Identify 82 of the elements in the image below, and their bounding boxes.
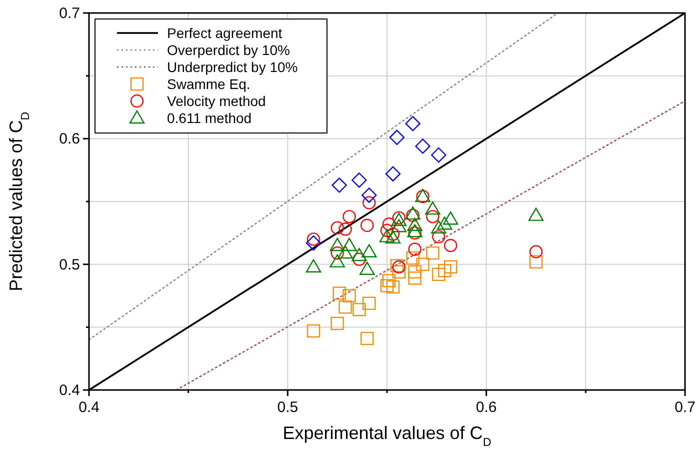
point — [362, 296, 376, 310]
point — [416, 258, 430, 271]
point — [426, 210, 440, 224]
point — [391, 219, 407, 232]
point — [306, 232, 320, 246]
point — [338, 222, 352, 236]
point — [360, 332, 374, 346]
point — [342, 289, 356, 302]
legend-label: Velocity method — [167, 93, 266, 109]
x-tick-label: 0.4 — [78, 399, 100, 416]
point — [392, 265, 406, 278]
point — [386, 280, 400, 294]
y-tick-label: 0.6 — [59, 130, 80, 148]
point — [342, 238, 357, 252]
point — [342, 210, 356, 224]
point — [330, 254, 345, 268]
point — [408, 265, 422, 278]
point — [379, 229, 395, 242]
point — [330, 238, 345, 252]
point — [382, 274, 396, 288]
point — [338, 245, 353, 259]
point — [332, 286, 346, 300]
point — [380, 279, 394, 292]
point — [362, 196, 376, 210]
point — [385, 230, 401, 244]
legend-label: 0.611 method — [167, 110, 252, 126]
point — [442, 211, 458, 225]
point — [426, 246, 440, 260]
y-tick-label: 0.5 — [59, 256, 80, 274]
point — [338, 300, 352, 314]
point — [360, 262, 375, 275]
point — [332, 178, 347, 193]
point — [438, 264, 452, 278]
y-tick-label: 0.4 — [59, 382, 80, 399]
legend-label: Overperdict by 10% — [167, 42, 290, 58]
point — [405, 116, 420, 132]
point — [330, 316, 344, 330]
point — [444, 260, 458, 274]
point — [360, 218, 374, 232]
point — [406, 208, 420, 222]
point — [352, 302, 366, 316]
point — [382, 218, 396, 231]
point — [352, 172, 367, 188]
point — [528, 208, 544, 221]
point — [432, 268, 446, 281]
point — [408, 226, 422, 240]
point — [362, 188, 377, 203]
point — [389, 130, 405, 146]
point — [407, 218, 422, 231]
point — [405, 206, 420, 220]
point — [406, 251, 420, 265]
legend-label: Swamme Eq. — [167, 76, 250, 92]
point — [385, 166, 401, 182]
point — [431, 220, 446, 234]
point — [352, 248, 367, 262]
x-tick-label: 0.6 — [476, 399, 497, 416]
point — [306, 259, 322, 272]
point — [386, 228, 400, 241]
x-axis-title: Experimental values of C$_{D}$ — [282, 423, 492, 448]
point — [437, 216, 452, 230]
legend-label: Underpredict by 10% — [167, 59, 298, 75]
point — [529, 245, 543, 258]
point — [431, 147, 446, 163]
point — [330, 221, 344, 234]
point — [306, 235, 322, 251]
point — [380, 224, 394, 238]
point — [529, 255, 543, 268]
point — [408, 242, 422, 256]
point — [432, 230, 446, 244]
point — [408, 272, 422, 285]
point — [362, 244, 377, 258]
point — [306, 324, 320, 338]
point — [330, 246, 344, 260]
point — [352, 252, 366, 266]
point — [444, 238, 458, 252]
legend-label: Perfect agreement — [167, 25, 282, 41]
x-tick-label: 0.7 — [674, 399, 696, 416]
x-tick-label: 0.5 — [277, 399, 298, 416]
point — [425, 201, 440, 215]
point — [415, 138, 430, 154]
point — [407, 224, 422, 238]
y-tick-label: 0.7 — [59, 5, 80, 22]
